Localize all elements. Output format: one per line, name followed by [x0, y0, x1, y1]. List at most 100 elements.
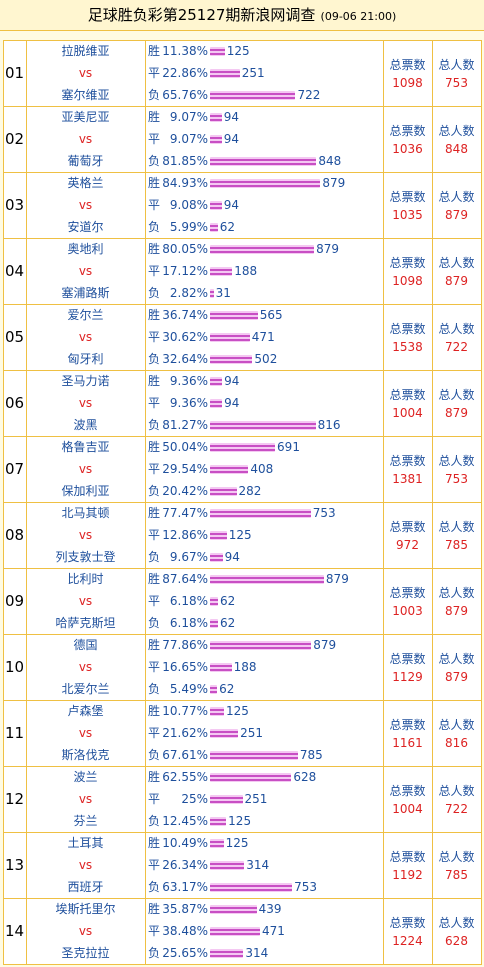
vs: vs: [78, 330, 93, 344]
cell: [26, 568, 146, 635]
outcome-percent: 20.42%: [162, 484, 208, 498]
home-team: 英格兰: [67, 176, 104, 190]
outcome-count: 691: [277, 440, 300, 454]
outcome-percent: 9.36%: [169, 396, 208, 410]
outcome-percent: 10.77%: [162, 704, 208, 718]
outcome-count: 785: [299, 748, 323, 762]
outcome-count: 628: [293, 770, 317, 784]
vote-bar: [210, 377, 223, 386]
outcome-percent: 9.07%: [169, 110, 208, 124]
cell: [432, 436, 482, 503]
vote-bar: [210, 267, 233, 276]
cell: [26, 370, 146, 437]
match-number: 13: [4, 856, 25, 874]
outcome-label: 负: [148, 484, 161, 498]
home-team: 北马其顿: [61, 506, 110, 520]
outcome-label: 胜: [148, 440, 161, 454]
vote-bar: [210, 597, 219, 606]
outcome-count: 408: [250, 462, 274, 476]
cell: [383, 304, 433, 371]
home-team: 圣马力诺: [61, 374, 110, 388]
outcome-percent: 21.62%: [162, 726, 208, 740]
votes-value: 1192: [392, 868, 423, 882]
away-team: 保加利亚: [61, 484, 110, 498]
vote-bar: [210, 465, 249, 474]
vote-bar: [210, 949, 244, 958]
outcome-count: 471: [262, 924, 285, 938]
outcome-count: 439: [258, 902, 282, 916]
outcome-label: 胜: [148, 638, 161, 652]
vote-bar: [210, 905, 257, 914]
outcome-count: 565: [259, 308, 283, 322]
votes-value: 1224: [392, 934, 423, 948]
vote-bar: [210, 927, 261, 936]
votes-label: 总票数: [389, 652, 426, 666]
outcome-percent: 77.86%: [162, 638, 208, 652]
cell: [26, 106, 146, 173]
votes-label: 总票数: [389, 454, 426, 468]
vote-bar: [210, 641, 312, 650]
outcome-label: 胜: [148, 704, 161, 718]
outcome-label: 平: [148, 264, 161, 278]
outcome-label: 胜: [148, 44, 161, 58]
home-team: 奥地利: [67, 242, 104, 256]
cell: [3, 436, 27, 503]
home-team: 波兰: [73, 770, 98, 784]
outcome-label: 胜: [148, 506, 161, 520]
vote-bar: [210, 839, 224, 848]
outcome-label: 负: [148, 352, 161, 366]
people-label: 总人数: [438, 454, 475, 468]
outcome-percent: 17.12%: [162, 264, 208, 278]
outcome-count: 188: [234, 264, 258, 278]
outcome-percent: 81.85%: [162, 154, 208, 168]
cell: [26, 238, 146, 305]
cell: [383, 832, 433, 899]
vote-bar: [210, 311, 258, 320]
outcome-label: 胜: [148, 176, 161, 190]
outcome-percent: 12.45%: [162, 814, 208, 828]
outcome-label: 负: [148, 748, 161, 762]
votes-label: 总票数: [389, 322, 426, 336]
cell: [432, 370, 482, 437]
people-value: 753: [445, 472, 468, 486]
people-label: 总人数: [438, 388, 475, 402]
outcome-percent: 9.08%: [169, 198, 208, 212]
vote-bar: [210, 883, 293, 892]
outcome-count: 125: [228, 528, 252, 542]
outcome-percent: 9.36%: [169, 374, 208, 388]
votes-value: 1129: [392, 670, 423, 684]
away-team: 斯洛伐克: [61, 748, 110, 762]
vote-bar: [210, 531, 227, 540]
outcome-percent: 22.86%: [162, 66, 208, 80]
people-label: 总人数: [438, 586, 475, 600]
away-team: 哈萨克斯坦: [55, 616, 116, 630]
outcome-count: 251: [244, 792, 268, 806]
vote-bar: [210, 619, 219, 628]
header: 足球胜负彩第25127期新浪网调查 (09-06 21:00): [0, 0, 484, 31]
outcome-count: 94: [223, 110, 240, 124]
outcome-count: 125: [226, 704, 249, 718]
people-value: 879: [445, 604, 468, 618]
cell: [432, 568, 482, 635]
cell: [432, 106, 482, 173]
cell: [26, 172, 146, 239]
outcome-percent: 65.76%: [162, 88, 208, 102]
outcome-count: 848: [318, 154, 342, 168]
match-number: 05: [4, 328, 25, 346]
cell: [432, 304, 482, 371]
outcome-count: 125: [225, 836, 249, 850]
outcome-percent: 35.87%: [162, 902, 208, 916]
vote-bar: [210, 355, 253, 364]
people-value: 722: [445, 802, 468, 816]
vote-bar: [210, 663, 232, 672]
votes-label: 总票数: [389, 916, 426, 930]
outcome-percent: 81.27%: [162, 418, 208, 432]
outcome-percent: 30.62%: [162, 330, 208, 344]
home-team: 爱尔兰: [67, 308, 104, 322]
outcome-percent: 5.99%: [169, 220, 208, 234]
outcome-label: 负: [148, 880, 161, 894]
outcome-percent: 63.17%: [162, 880, 208, 894]
vote-bar: [210, 333, 250, 342]
outcome-label: 平: [148, 396, 161, 410]
outcome-count: 62: [220, 594, 236, 608]
